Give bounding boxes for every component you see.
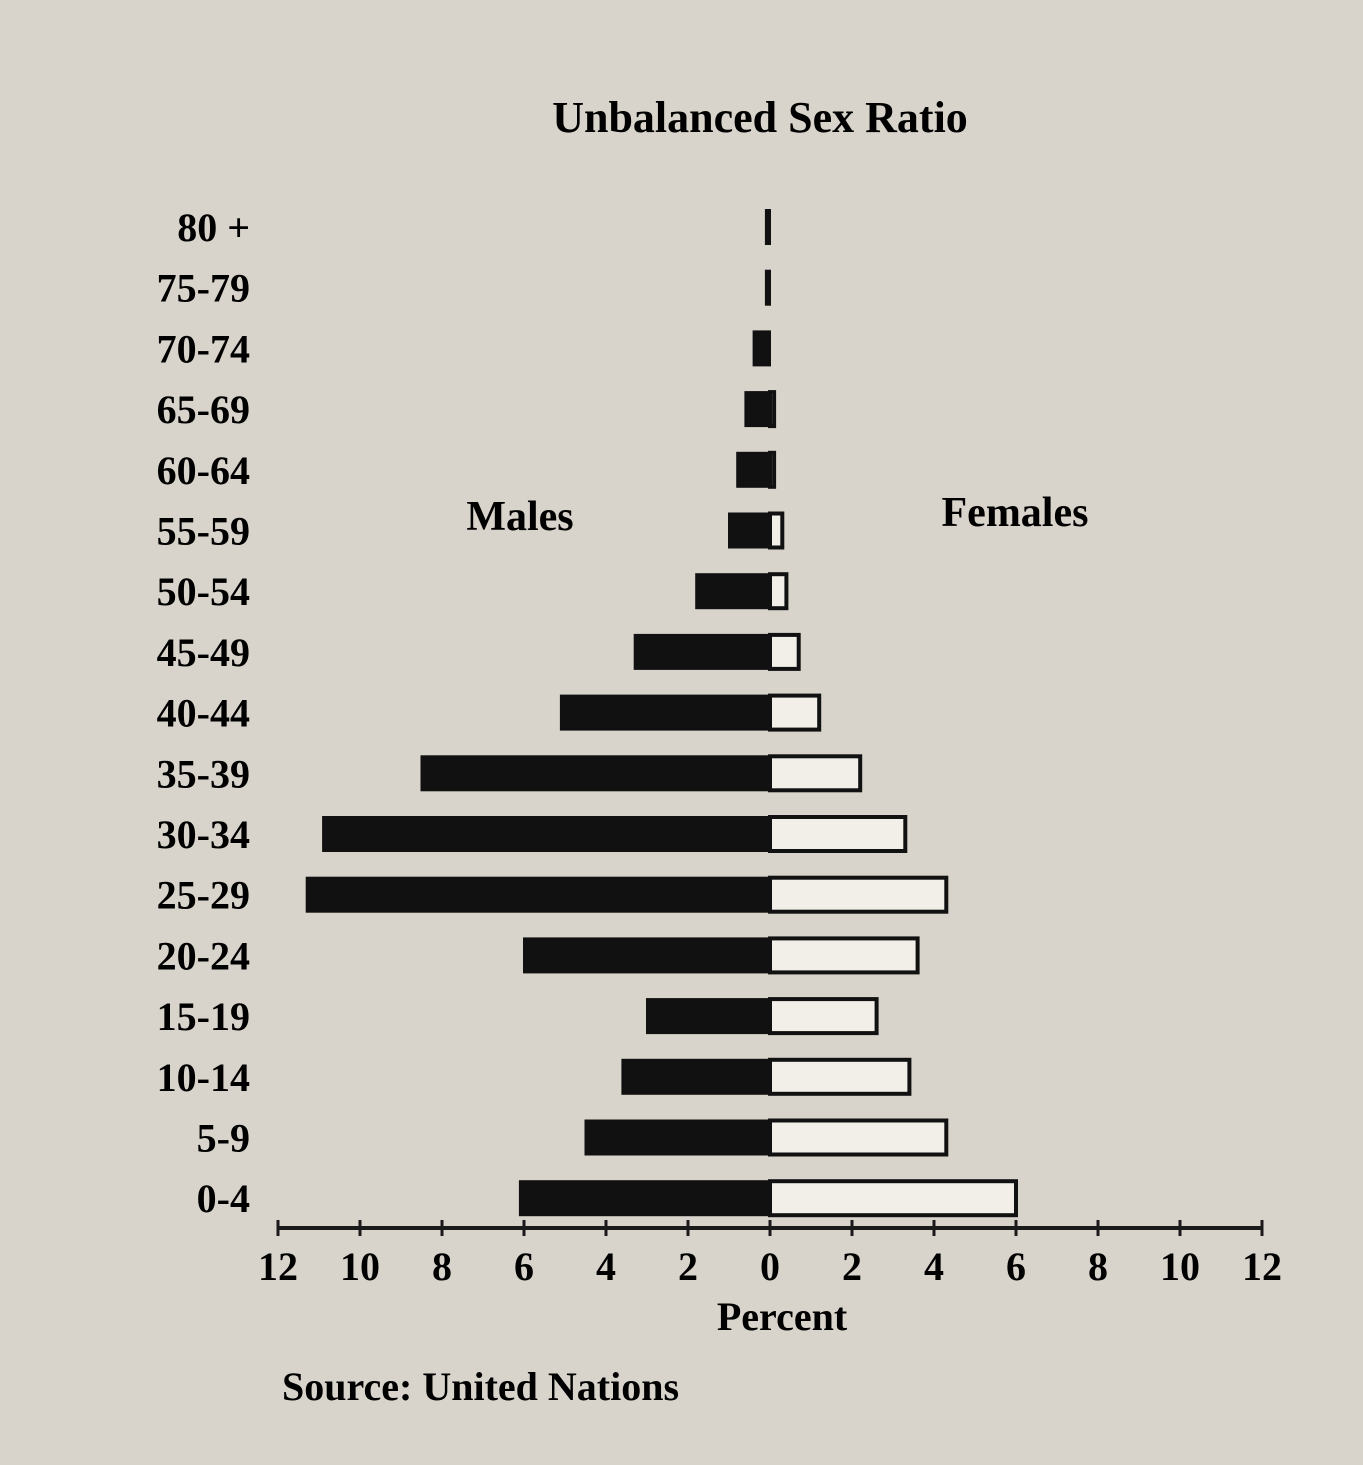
age-label: 55-59	[157, 509, 250, 554]
female-bar	[768, 936, 920, 975]
x-tick-label: 2	[678, 1244, 698, 1289]
source-note: Source: United Nations	[282, 1364, 679, 1409]
age-label: 45-49	[157, 630, 250, 675]
x-tick-label: 8	[1088, 1244, 1108, 1289]
male-bar	[728, 512, 771, 549]
male-bar	[736, 451, 772, 488]
male-bar	[695, 573, 772, 610]
age-label: 70-74	[157, 326, 250, 371]
age-label: 20-24	[157, 933, 250, 978]
age-label: 75-79	[157, 266, 250, 311]
male-bar	[559, 694, 772, 731]
age-label: 0-4	[197, 1176, 250, 1221]
female-bar	[768, 875, 949, 914]
x-tick-label: 10	[340, 1244, 380, 1289]
female-bar	[768, 450, 777, 489]
male-bar	[584, 1119, 771, 1156]
female-bar	[768, 632, 801, 671]
age-label: 60-64	[157, 448, 250, 493]
age-label: 35-39	[157, 751, 250, 796]
males-label: Males	[466, 494, 573, 540]
female-bar	[768, 572, 789, 611]
male-bar	[646, 998, 771, 1035]
x-tick-label: 8	[432, 1244, 452, 1289]
male-bar	[322, 816, 771, 852]
females-label: Females	[942, 490, 1089, 536]
age-label: 30-34	[157, 812, 250, 857]
male-bar	[305, 876, 771, 913]
female-bar	[768, 390, 777, 429]
female-bar	[768, 754, 863, 793]
x-tick-label: 12	[1242, 1244, 1282, 1289]
x-tick-label: 6	[514, 1244, 534, 1289]
x-axis: 12 10 8 6 4 2 0 2 4 6 8 10 12	[258, 1220, 1282, 1289]
male-bar	[621, 1058, 772, 1095]
female-bar	[768, 693, 822, 732]
age-label: 25-29	[157, 873, 250, 918]
x-tick-label: 6	[1006, 1244, 1026, 1289]
x-tick-label: 2	[842, 1244, 862, 1289]
male-bar	[633, 633, 772, 670]
x-axis-label: Percent	[717, 1294, 848, 1339]
age-label: 5-9	[197, 1116, 250, 1161]
bars	[305, 209, 1018, 1218]
age-label: 50-54	[157, 569, 250, 614]
male-bar	[523, 937, 771, 974]
female-bar	[768, 997, 879, 1036]
x-tick-label: 0	[760, 1244, 780, 1289]
male-bar	[420, 755, 771, 792]
female-bar	[768, 1179, 1018, 1218]
male-bar	[744, 391, 772, 428]
age-label: 40-44	[157, 691, 250, 736]
male-bar	[764, 269, 772, 306]
female-bar	[768, 815, 908, 853]
x-tick-label: 12	[258, 1244, 298, 1289]
age-label: 15-19	[157, 994, 250, 1039]
male-bar	[752, 330, 771, 367]
female-bar	[768, 511, 785, 550]
x-tick-label: 4	[596, 1244, 616, 1289]
x-tick-label: 10	[1160, 1244, 1200, 1289]
age-label: 65-69	[157, 387, 250, 432]
female-bar	[768, 1057, 912, 1096]
age-label: 10-14	[157, 1055, 250, 1100]
male-bar	[764, 209, 772, 245]
chart-title: Unbalanced Sex Ratio	[552, 93, 968, 142]
age-label: 80 +	[177, 205, 250, 250]
female-bar	[768, 1118, 949, 1157]
male-bar	[518, 1180, 772, 1217]
age-labels: 80 + 75-79 70-74 65-69 60-64 55-59 50-54 45-49 4…	[157, 205, 250, 1221]
x-tick-label: 4	[924, 1244, 944, 1289]
